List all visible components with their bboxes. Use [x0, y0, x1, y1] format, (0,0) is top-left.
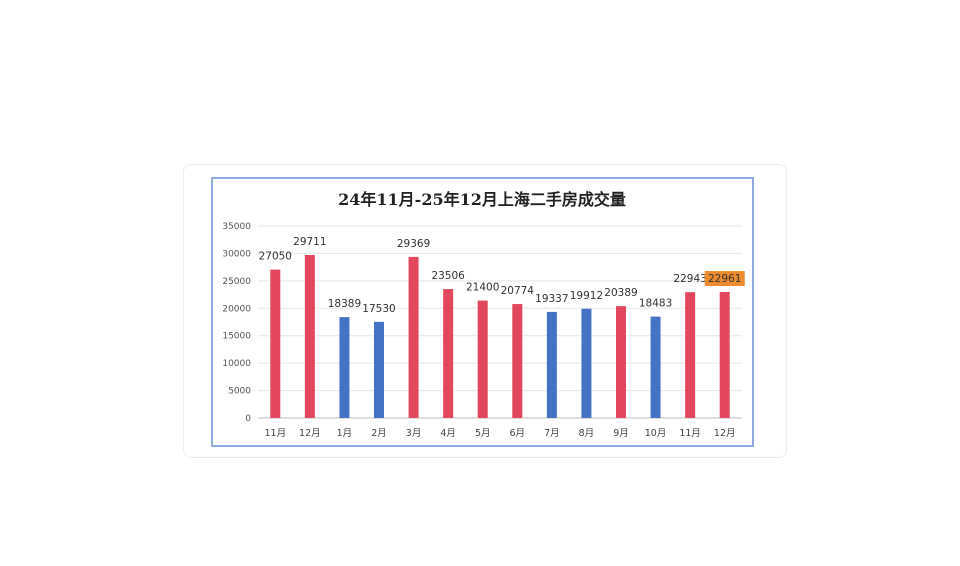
data-label-highlight: [704, 271, 745, 287]
bar: [477, 300, 488, 418]
bar: [616, 306, 626, 418]
data-label: 20389: [604, 287, 637, 299]
data-label: 18483: [639, 298, 672, 310]
bar: [270, 269, 281, 418]
y-tick-label: 30000: [222, 249, 251, 259]
data-label: 20774: [501, 285, 535, 297]
bar: [719, 292, 730, 418]
x-tick-label: 11月: [264, 428, 286, 439]
bar: [546, 311, 557, 418]
x-tick-label: 6月: [510, 428, 526, 439]
data-label: 22943: [673, 273, 706, 285]
x-tick-label: 10月: [645, 428, 667, 439]
data-label: 19912: [570, 290, 603, 302]
x-tick-label: 4月: [440, 428, 456, 439]
bars: [270, 255, 730, 418]
x-tick-label: 12月: [714, 428, 736, 439]
data-label: 23506: [431, 270, 465, 282]
bar: [304, 255, 315, 418]
x-tick-label: 12月: [299, 428, 321, 439]
x-tick-label: 8月: [579, 428, 595, 439]
x-tick-label: 7月: [544, 428, 560, 439]
y-tick-label: 5000: [228, 387, 251, 397]
y-tick-label: 35000: [222, 222, 251, 232]
bar: [685, 292, 696, 418]
gridlines: [258, 225, 742, 419]
y-tick-label: 0: [245, 414, 251, 424]
chart-title: 24年11月-25年12月上海二手房成交量: [338, 190, 626, 209]
bar: [374, 321, 384, 418]
x-tick-label: 5月: [475, 428, 491, 439]
bar: [650, 316, 661, 418]
x-axis-ticks: 11月 12月 1月 2月 3月 4月 5月 6月 7月 8月 9月 10月 11月 12月: [264, 428, 735, 439]
x-tick-label: 3月: [406, 428, 422, 439]
data-label: 29711: [293, 236, 326, 248]
bar: [581, 308, 592, 418]
bar: [339, 317, 350, 418]
data-label: 18389: [328, 298, 361, 310]
data-label: 22961: [708, 273, 741, 285]
y-tick-label: 20000: [222, 304, 251, 314]
bar: [408, 256, 419, 418]
y-tick-label: 25000: [222, 277, 251, 287]
y-axis-ticks: 0 5000 10000 15000 20000 25000 30000 35000: [222, 222, 251, 424]
data-label: 29369: [397, 238, 430, 250]
y-tick-label: 15000: [222, 332, 251, 342]
data-label: 27050: [259, 251, 292, 263]
data-label: 19337: [535, 293, 568, 305]
x-tick-label: 2月: [371, 428, 387, 439]
data-label: 21400: [466, 282, 499, 294]
x-tick-label: 1月: [337, 428, 353, 439]
data-label: 17530: [362, 303, 395, 315]
x-tick-label: 9月: [613, 428, 629, 439]
y-tick-label: 10000: [222, 359, 251, 369]
bar: [512, 304, 523, 418]
bar: [443, 289, 454, 418]
x-tick-label: 11月: [679, 428, 701, 439]
